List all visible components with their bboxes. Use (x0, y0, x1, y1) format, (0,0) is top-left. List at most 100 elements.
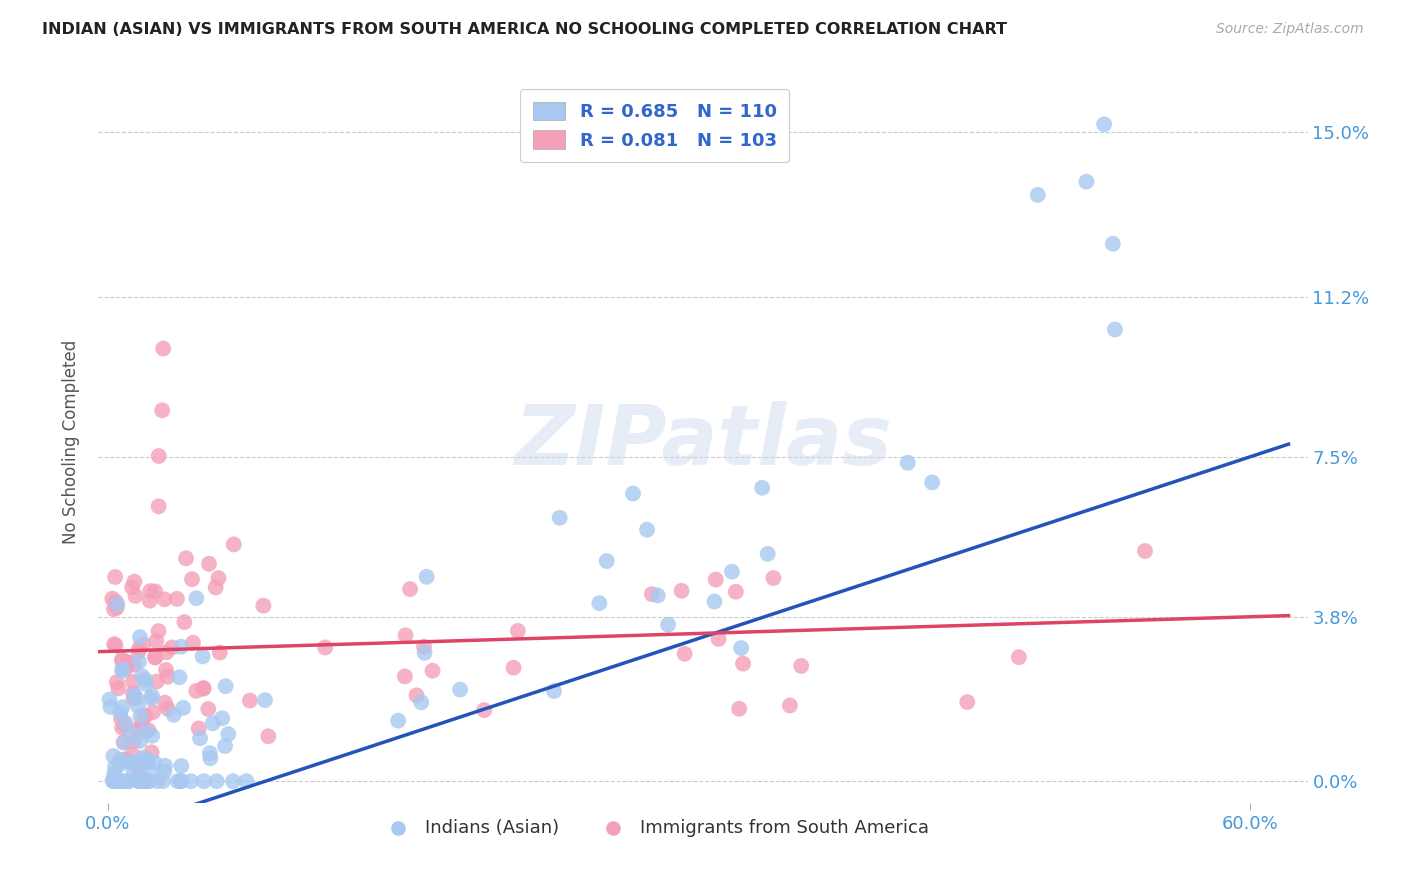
Point (117, 655, 139, 669)
Point (122, 674, 145, 689)
Point (128, 774, 150, 789)
Point (139, 691, 162, 706)
Point (415, 570, 437, 584)
Point (104, 570, 127, 584)
Point (152, 342, 174, 356)
Point (186, 684, 208, 698)
Point (1092, 117, 1115, 131)
Point (138, 774, 160, 789)
Point (170, 640, 193, 654)
Point (143, 584, 166, 599)
Point (673, 647, 696, 661)
Point (205, 774, 228, 789)
Point (122, 657, 145, 672)
Point (193, 681, 215, 695)
Point (152, 774, 174, 789)
Point (502, 661, 524, 675)
Point (188, 731, 211, 746)
Y-axis label: No Schooling Completed: No Schooling Completed (62, 340, 80, 543)
Point (111, 774, 134, 789)
Point (103, 774, 125, 789)
Point (166, 774, 188, 789)
Point (1104, 322, 1126, 336)
Point (143, 650, 166, 665)
Point (671, 583, 693, 598)
Point (103, 602, 125, 616)
Point (181, 572, 204, 586)
Point (172, 701, 194, 715)
Point (222, 537, 245, 551)
Point (111, 652, 134, 666)
Point (129, 630, 152, 644)
Point (169, 774, 191, 789)
Point (110, 774, 132, 789)
Point (112, 735, 135, 749)
Point (222, 774, 245, 789)
Point (153, 592, 176, 607)
Point (103, 637, 125, 651)
Point (394, 628, 416, 642)
Point (104, 639, 127, 653)
Point (449, 682, 471, 697)
Point (252, 599, 274, 613)
Point (134, 673, 156, 687)
Point (193, 681, 215, 696)
Point (204, 581, 226, 595)
Point (104, 774, 127, 789)
Point (141, 690, 163, 704)
Point (118, 657, 141, 671)
Point (122, 686, 145, 700)
Point (141, 729, 163, 743)
Point (751, 481, 773, 495)
Point (779, 698, 801, 713)
Point (956, 695, 979, 709)
Point (257, 729, 280, 743)
Point (132, 750, 155, 764)
Point (105, 675, 128, 690)
Point (180, 774, 202, 789)
Point (156, 670, 179, 684)
Point (131, 721, 153, 735)
Point (214, 739, 236, 753)
Point (721, 565, 744, 579)
Point (111, 664, 134, 678)
Point (138, 723, 160, 738)
Point (1026, 188, 1049, 202)
Point (139, 593, 162, 607)
Point (197, 702, 219, 716)
Point (790, 659, 813, 673)
Point (186, 591, 208, 606)
Point (105, 597, 128, 611)
Point (413, 640, 436, 654)
Point (411, 695, 433, 709)
Point (145, 674, 167, 689)
Point (543, 684, 565, 698)
Point (135, 752, 157, 766)
Point (122, 688, 145, 702)
Point (110, 753, 132, 767)
Point (111, 662, 134, 676)
Point (166, 591, 188, 606)
Point (122, 691, 145, 706)
Point (472, 703, 495, 717)
Point (131, 669, 153, 683)
Point (730, 641, 752, 656)
Point (217, 727, 239, 741)
Point (142, 767, 165, 781)
Point (132, 774, 155, 789)
Point (103, 749, 125, 764)
Point (399, 582, 422, 596)
Point (641, 587, 664, 601)
Point (148, 500, 170, 514)
Point (200, 751, 222, 765)
Point (135, 709, 157, 723)
Point (108, 706, 131, 720)
Point (724, 584, 747, 599)
Point (153, 764, 176, 779)
Point (142, 755, 165, 769)
Point (129, 756, 152, 771)
Point (135, 677, 157, 691)
Point (120, 756, 142, 770)
Point (117, 774, 139, 789)
Point (756, 547, 779, 561)
